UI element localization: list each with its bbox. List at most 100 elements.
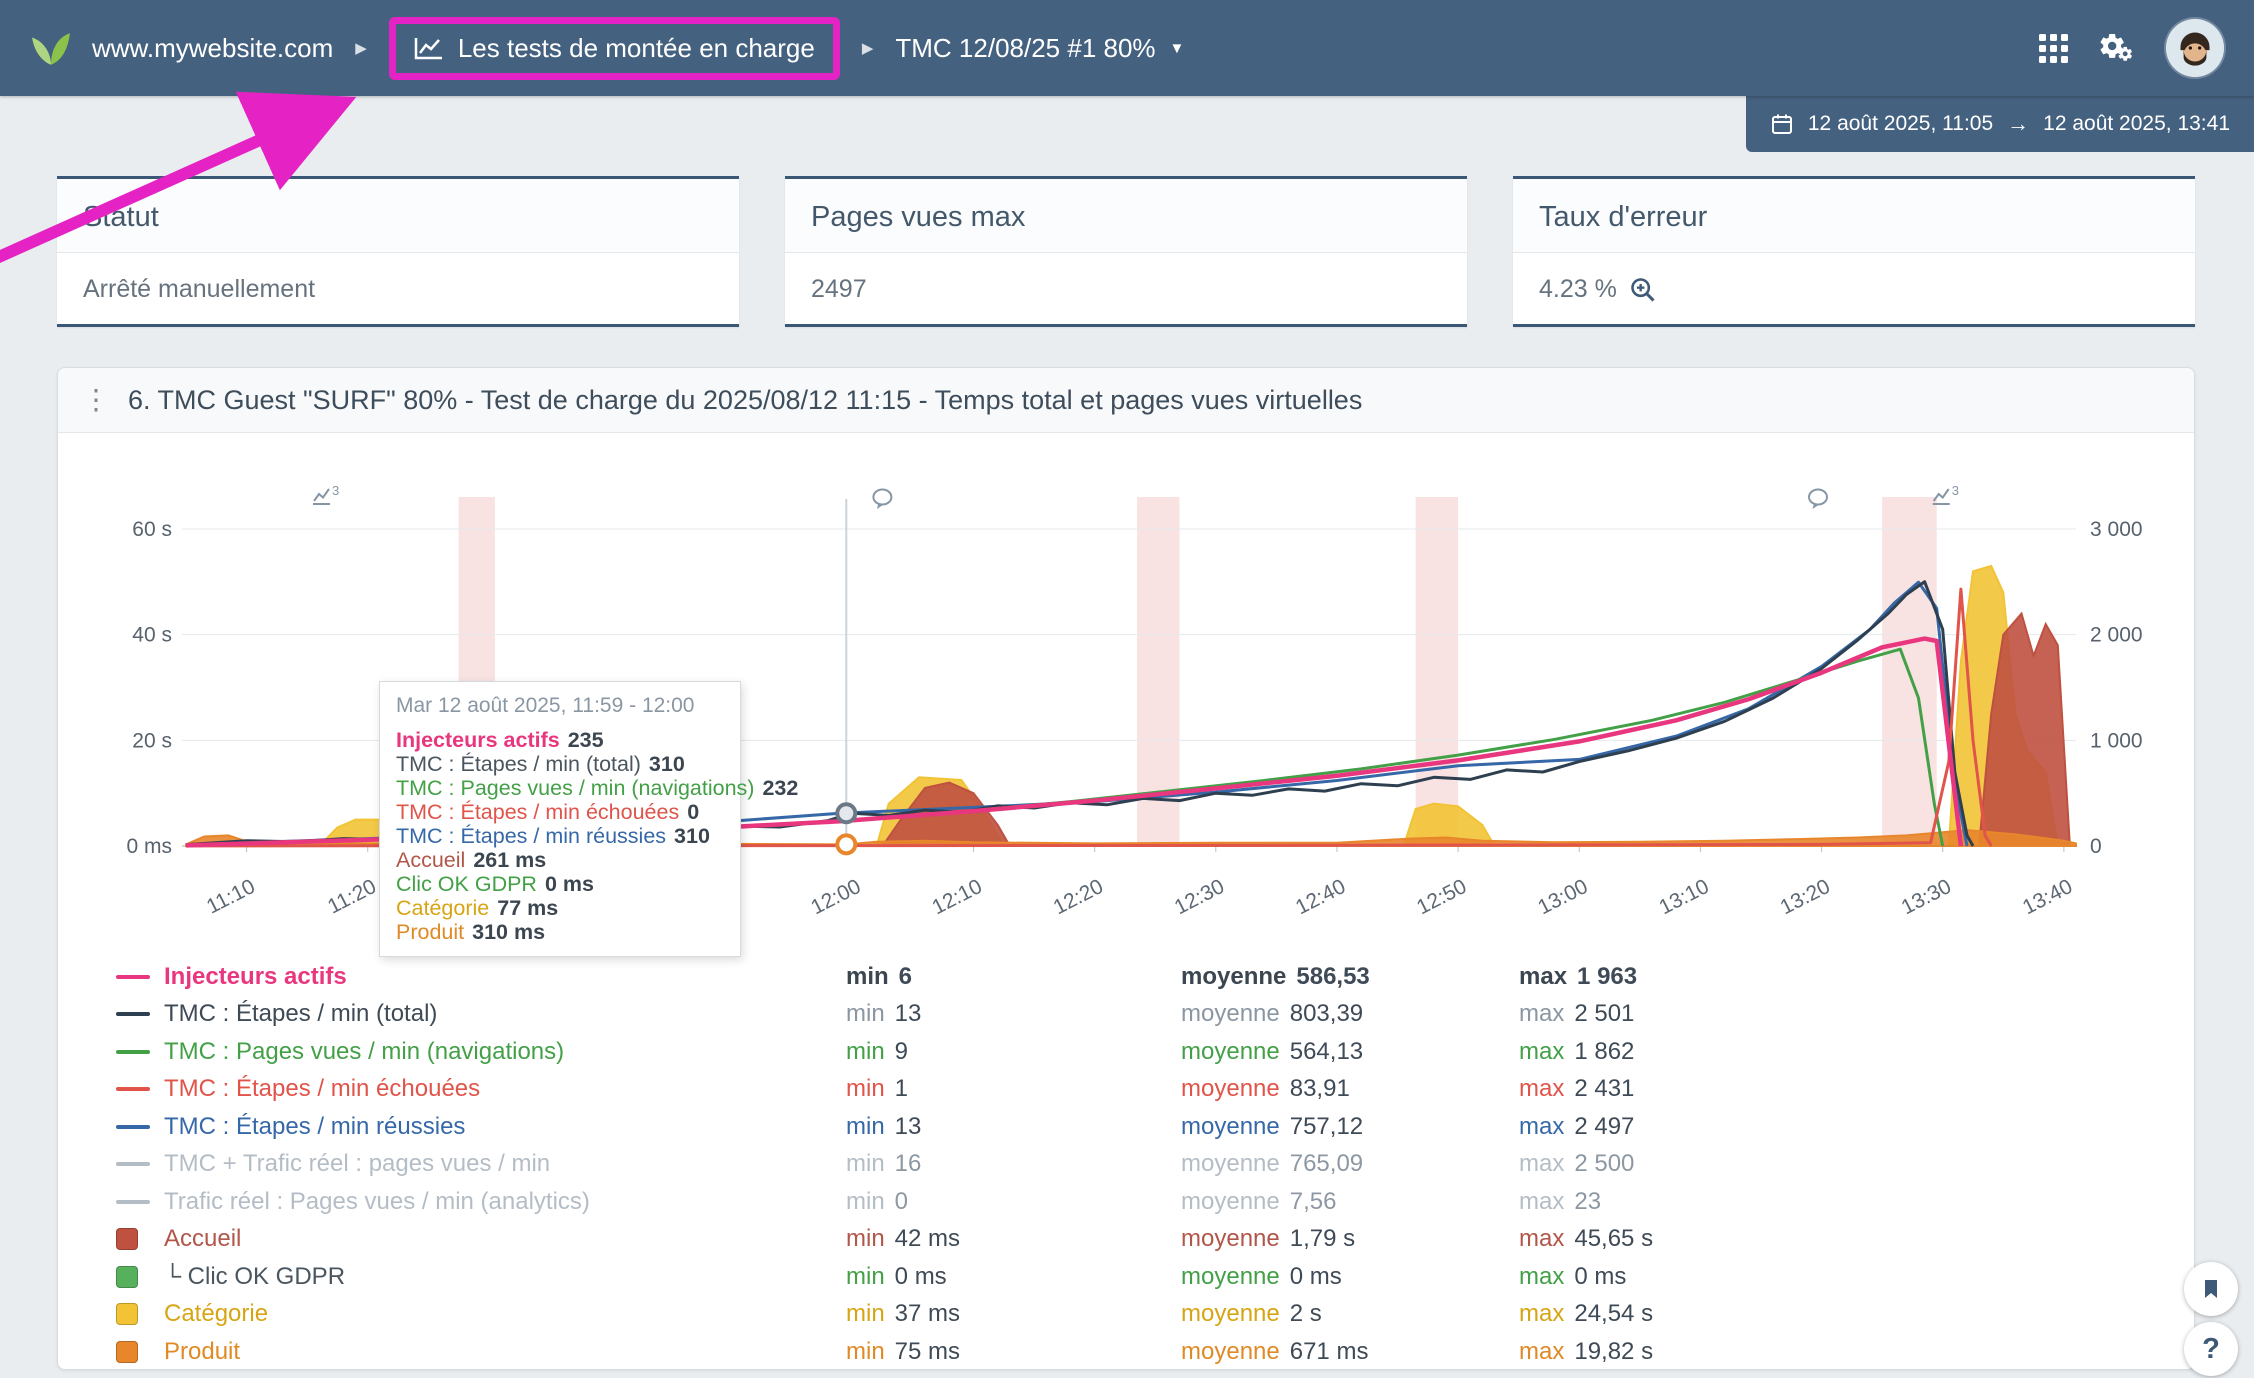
svg-text:3: 3 — [1952, 483, 1959, 498]
tooltip-title: Mar 12 août 2025, 11:59 - 12:00 — [396, 694, 695, 717]
tooltip-row-label: TMC : Étapes / min réussies — [396, 824, 667, 848]
chart-area: 0 ms 20 s 40 s 60 s 0 1 000 2 000 3 000 11:10 11:… — [76, 439, 2176, 957]
breadcrumb-site[interactable]: www.mywebsite.com — [92, 32, 334, 63]
legend-stat-label: moyenne — [1181, 1150, 1280, 1178]
legend-swatch — [116, 974, 150, 979]
legend-stat-label: min — [846, 1037, 885, 1065]
legend-stat-value: 586,53 — [1296, 962, 1370, 990]
legend-row-etapes_total[interactable]: TMC : Étapes / min (total) min 13 moyenne 80… — [58, 996, 2194, 1034]
legend-swatch — [116, 1162, 150, 1167]
date-range-bar[interactable]: 12 août 2025, 11:05 → 12 août 2025, 13:4… — [1745, 96, 2254, 152]
y-left-tick-label: 0 ms — [126, 835, 172, 858]
legend-stat-label: min — [846, 1075, 885, 1103]
user-avatar[interactable] — [2166, 19, 2224, 77]
chart-panel-header: ⋮ 6. TMC Guest "SURF" 80% - Test de char… — [58, 368, 2194, 433]
settings-gears-icon[interactable] — [2098, 31, 2136, 65]
legend-stat-label: max — [1519, 1075, 1565, 1103]
date-range-start: 12 août 2025, 11:05 — [1807, 112, 1994, 135]
legend-stat-value: 757,12 — [1289, 1112, 1364, 1140]
test-run-label: TMC 12/08/25 #1 80% — [895, 32, 1156, 63]
legend-stat-value: 16 — [894, 1150, 922, 1178]
legend-stat-label: moyenne — [1181, 1187, 1280, 1215]
legend-row-produit[interactable]: Produit min 75 ms moyenne 671 ms max 19,82 s — [58, 1333, 2194, 1371]
tooltip-row-label: Produit — [396, 920, 465, 944]
legend-stat-value: 37 ms — [894, 1300, 961, 1328]
legend-series-name: Catégorie — [164, 1300, 269, 1328]
legend-row-accueil[interactable]: Accueil min 42 ms moyenne 1,79 s max 45,65 s — [58, 1221, 2194, 1259]
help-label: ? — [2202, 1332, 2220, 1365]
legend-stat-label: max — [1519, 1150, 1565, 1178]
card-value: Arrêté manuellement — [83, 275, 316, 303]
legend-stat-value: 83,91 — [1289, 1075, 1350, 1103]
comment-annotation-icon[interactable] — [872, 488, 893, 510]
tooltip-row-value: 310 — [648, 752, 685, 776]
legend-row-injecteurs_actifs[interactable]: Injecteurs actifs min 6 moyenne 586,53 max 1 9… — [58, 958, 2194, 996]
legend-swatch — [116, 1087, 150, 1092]
card-taux-erreur: Taux d'erreur 4.23 % — [1513, 176, 2195, 327]
comment-annotation-icon[interactable] — [1808, 488, 1828, 510]
legend-stat-label: max — [1519, 1112, 1565, 1140]
legend-swatch — [116, 1228, 138, 1251]
date-range-end: 12 août 2025, 13:41 — [2043, 112, 2230, 135]
y-right-tick-label: 2 000 — [2090, 624, 2143, 647]
legend-stat-value: 803,39 — [1289, 1000, 1364, 1028]
legend-row-tmc_trafic_reel[interactable]: TMC + Trafic réel : pages vues / min min 1… — [58, 1146, 2194, 1184]
x-tick-label: 13:00 — [1534, 875, 1591, 919]
tooltip-row-value: 232 — [762, 776, 799, 800]
legend-stat-value: 2 s — [1289, 1300, 1322, 1328]
chart-annotation-icon[interactable]: 3 — [1932, 483, 1959, 505]
legend-stat-label: min — [846, 1150, 885, 1178]
series-etapes_echouees[interactable] — [185, 587, 1993, 848]
legend-series-name: TMC : Pages vues / min (navigations) — [164, 1037, 565, 1065]
tooltip-row-label: TMC : Étapes / min échouées — [396, 800, 680, 824]
legend-swatch — [116, 1012, 150, 1017]
y-left-tick-label: 40 s — [132, 624, 172, 647]
legend-stat-label: max — [1519, 1337, 1565, 1365]
y-right-tick-label: 3 000 — [2090, 518, 2143, 541]
legend-swatch — [116, 1049, 150, 1054]
test-run-selector[interactable]: TMC 12/08/25 #1 80% ▼ — [895, 33, 1184, 64]
help-button[interactable]: ? — [2184, 1322, 2238, 1376]
legend-stat-value: 45,65 s — [1574, 1225, 1654, 1253]
top-navbar: www.mywebsite.com ▶ Les tests de montée … — [0, 0, 2254, 96]
legend-stat-value: 2 501 — [1574, 1000, 1635, 1028]
breadcrumb-section-highlight[interactable]: Les tests de montée en charge — [388, 16, 840, 80]
legend-stat-value: 19,82 s — [1574, 1337, 1654, 1365]
legend-stat-value: 42 ms — [894, 1225, 961, 1253]
apps-grid-icon[interactable] — [2039, 33, 2068, 63]
x-tick-label: 13:40 — [2019, 875, 2076, 919]
legend-stat-label: min — [846, 1187, 885, 1215]
legend-row-trafic_reel_analytics[interactable]: Trafic réel : Pages vues / min (analytic… — [58, 1183, 2194, 1221]
legend-row-etapes_echouees[interactable]: TMC : Étapes / min échouées min 1 moyenne 83… — [58, 1071, 2194, 1109]
tooltip-row-value: 0 ms — [544, 872, 594, 896]
drag-handle-icon[interactable]: ⋮ — [82, 384, 110, 415]
legend-row-pages_vues_nav[interactable]: TMC : Pages vues / min (navigations) min 9… — [58, 1033, 2194, 1071]
tooltip-row-label: Clic OK GDPR — [396, 872, 537, 896]
legend-stat-label: moyenne — [1181, 1037, 1280, 1065]
legend-stat-label: max — [1519, 1300, 1565, 1328]
zoom-in-icon[interactable] — [1629, 276, 1657, 304]
app-logo-icon[interactable] — [30, 29, 72, 67]
tooltip-row: Catégorie 77 ms — [396, 896, 724, 920]
tooltip-row-value: 77 ms — [497, 896, 559, 920]
legend-stat-value: 7,56 — [1289, 1187, 1337, 1215]
legend-stat-value: 0 ms — [1574, 1262, 1627, 1290]
tooltip-row-value: 310 — [674, 824, 710, 848]
legend-stat-value: 2 431 — [1574, 1075, 1635, 1103]
legend-stat-value: 1 963 — [1577, 962, 1638, 990]
legend-row-etapes_reussies[interactable]: TMC : Étapes / min réussies min 13 moyenne 7… — [58, 1108, 2194, 1146]
bookmark-button[interactable] — [2184, 1262, 2238, 1316]
x-tick-label: 12:00 — [807, 875, 864, 919]
legend-row-clic_ok_gdpr[interactable]: └ Clic OK GDPR min 0 ms moyenne 0 ms max 0 ms — [58, 1258, 2194, 1296]
chart-annotation-icon[interactable]: 3 — [313, 483, 339, 505]
legend-stat-label: moyenne — [1181, 1112, 1280, 1140]
legend-series-name: TMC + Trafic réel : pages vues / min — [164, 1150, 551, 1178]
legend-stat-value: 2 497 — [1574, 1112, 1635, 1140]
tooltip-rows: Injecteurs actifs 235 TMC : Étapes / min (… — [396, 728, 798, 944]
x-tick-label: 12:40 — [1292, 875, 1349, 919]
breadcrumb-separator-icon: ▶ — [355, 40, 367, 57]
legend-row-categorie[interactable]: Catégorie min 37 ms moyenne 2 s max 24,54 s — [58, 1296, 2194, 1334]
card-pages-vues-max: Pages vues max 2497 — [785, 176, 1467, 327]
chart-tooltip: Mar 12 août 2025, 11:59 - 12:00 Injecteu… — [379, 681, 798, 957]
legend-stat-label: max — [1519, 1037, 1565, 1065]
